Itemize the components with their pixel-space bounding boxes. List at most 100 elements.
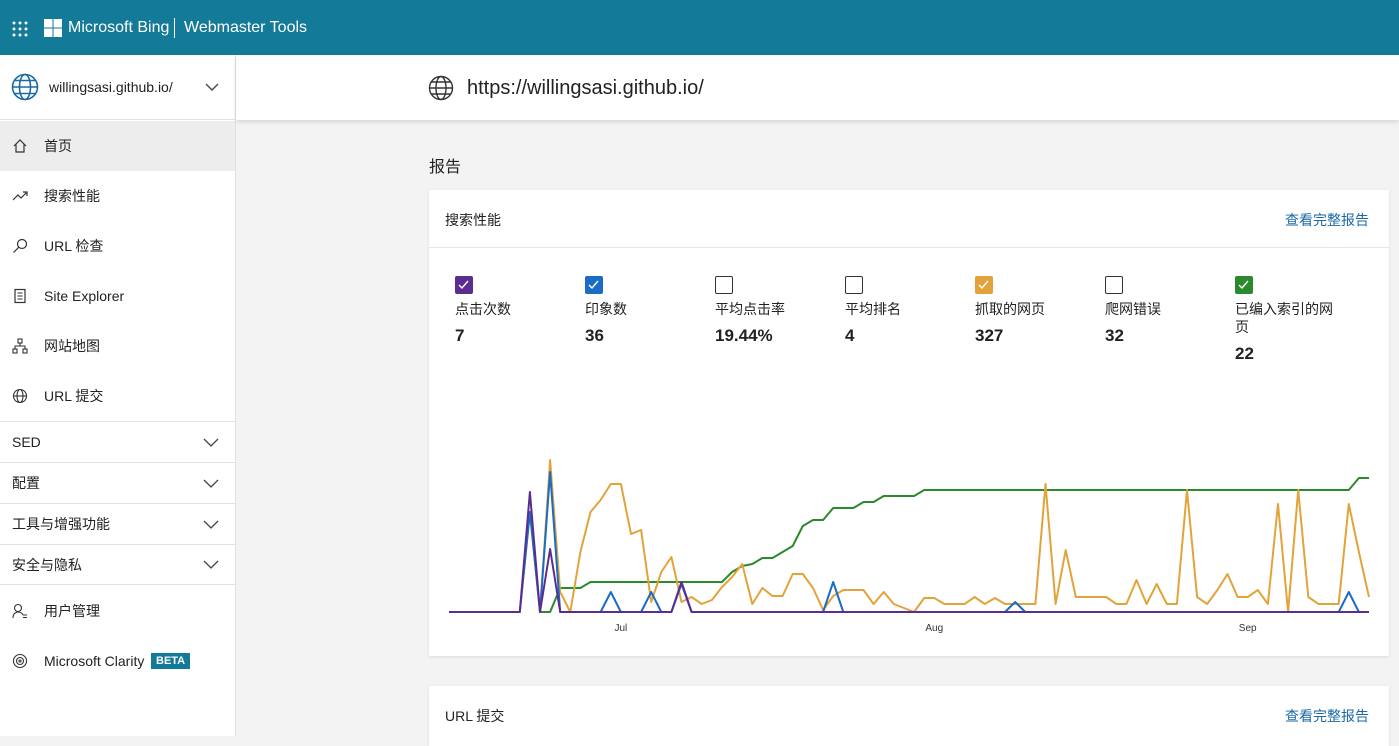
brand: Microsoft Bing [68,19,170,36]
nav-item[interactable]: URL 提交 [0,371,235,421]
product: Webmaster Tools [184,19,308,36]
chevron [205,83,219,91]
chevron [203,479,219,488]
x-tick-label: Jul [614,623,627,634]
globe-icon [11,73,39,101]
checkbox[interactable] [1235,276,1253,294]
check-mark [588,280,599,290]
check [1238,280,1249,290]
metric-value: 4 [845,326,855,345]
checkbox[interactable] [715,276,733,294]
site-name: willingsasi.github.io/ [49,79,173,95]
metric-value: 7 [455,326,465,345]
nav-group[interactable]: SED [0,421,235,462]
nav-label: URL 检查 [44,238,104,254]
card-link[interactable]: 查看完整报告 [1285,708,1369,724]
metric-label: 印象数 [585,301,627,317]
metric[interactable]: 点击次数 7 [455,276,560,346]
check [978,280,989,290]
metric-label: 爬网错误 [1105,301,1161,317]
metric-value: 19.44% [715,326,773,345]
site-url: https://willingsasi.github.io/ [467,77,704,99]
nav-group[interactable]: 安全与隐私 [0,544,235,585]
section-title: 报告 [429,159,462,176]
series-line [449,459,1370,613]
icon [13,238,28,253]
icon [12,388,28,404]
nav-label: 用户管理 [44,603,100,619]
metric[interactable]: 已编入索引的网页 22 [1235,276,1340,364]
metric-label: 点击次数 [455,301,511,317]
chart: Jul Aug Sep [449,459,1370,634]
checkbox[interactable] [455,276,473,294]
sidebar: willingsasi.github.io/ 首页 搜索性能 URL 检查 Si… [0,55,236,736]
app-launcher[interactable] [12,21,28,37]
nav-item[interactable]: 搜索性能 [0,171,235,221]
nav-item[interactable]: Site Explorer [0,271,235,321]
top-bar: Microsoft Bing Webmaster Tools [0,0,1399,55]
icon [14,288,26,304]
nav-label: URL 提交 [44,388,104,404]
check-mark [978,280,989,290]
chevron [203,438,219,447]
series-line [449,491,1369,613]
group-label: 工具与增强功能 [12,516,110,532]
metric-value: 22 [1235,344,1254,363]
metric-value: 327 [975,326,1004,345]
checkbox[interactable] [585,276,603,294]
nav-item[interactable]: 用户管理 [0,586,235,636]
chevron [203,560,219,569]
nav-item[interactable]: URL 检查 [0,221,235,271]
icon [12,338,28,354]
metric[interactable]: 平均排名 4 [845,276,950,346]
check-mark [1238,280,1249,290]
nav-label: 首页 [44,138,72,154]
nav-item[interactable]: 首页 [0,121,235,171]
x-tick-label: Aug [925,623,943,634]
metric-label: 平均排名 [845,301,901,317]
nav-label: 搜索性能 [44,188,100,204]
metric[interactable]: 平均点击率 19.44% [715,276,820,346]
checkbox[interactable] [845,276,863,294]
nav-group[interactable]: 配置 [0,462,235,503]
checkbox[interactable] [975,276,993,294]
group-label: 安全与隐私 [12,556,82,573]
checkbox[interactable] [1105,276,1123,294]
metric[interactable]: 爬网错误 32 [1105,276,1210,346]
card-link[interactable]: 查看完整报告 [1285,212,1369,228]
nav-label: Microsoft Clarity [44,653,145,669]
series-line [449,471,1369,613]
ms-logo [44,19,62,37]
card-title: URL 提交 [445,708,505,724]
check [458,280,469,290]
nav-item[interactable]: Microsoft Clarity BETA [0,636,235,686]
chevron [203,520,219,529]
report-card: 搜索性能 查看完整报告 点击次数 7 印象数 36 平均点击率 19.44% 平均排名 4 抓取… [429,190,1389,656]
metric-label: 平均点击率 [715,301,785,317]
icon [13,139,27,153]
check-mark [458,280,469,290]
metric[interactable]: 印象数 36 [585,276,690,346]
icon [12,653,28,669]
divider [429,247,1389,248]
icon [12,191,28,201]
metric-label: 抓取的网页 [975,301,1045,317]
metric-value: 32 [1105,326,1124,345]
group-label: 配置 [12,475,40,491]
nav-group[interactable]: 工具与增强功能 [0,503,235,544]
icon [12,603,27,619]
metric-label: 已编入索引的网页 [1235,301,1333,335]
x-tick-label: Sep [1239,623,1257,634]
url-bar: https://willingsasi.github.io/ [236,55,1399,120]
nav-label: 网站地图 [44,338,100,354]
nav-item[interactable]: 网站地图 [0,321,235,371]
series-line [540,477,1369,613]
metric-value: 36 [585,326,604,345]
site-picker[interactable]: willingsasi.github.io/ [0,55,235,120]
nav-label: Site Explorer [44,288,125,304]
card-title: 搜索性能 [445,212,501,228]
group-label: SED [12,434,41,450]
globe-icon [428,75,454,101]
metric[interactable]: 抓取的网页 327 [975,276,1080,346]
